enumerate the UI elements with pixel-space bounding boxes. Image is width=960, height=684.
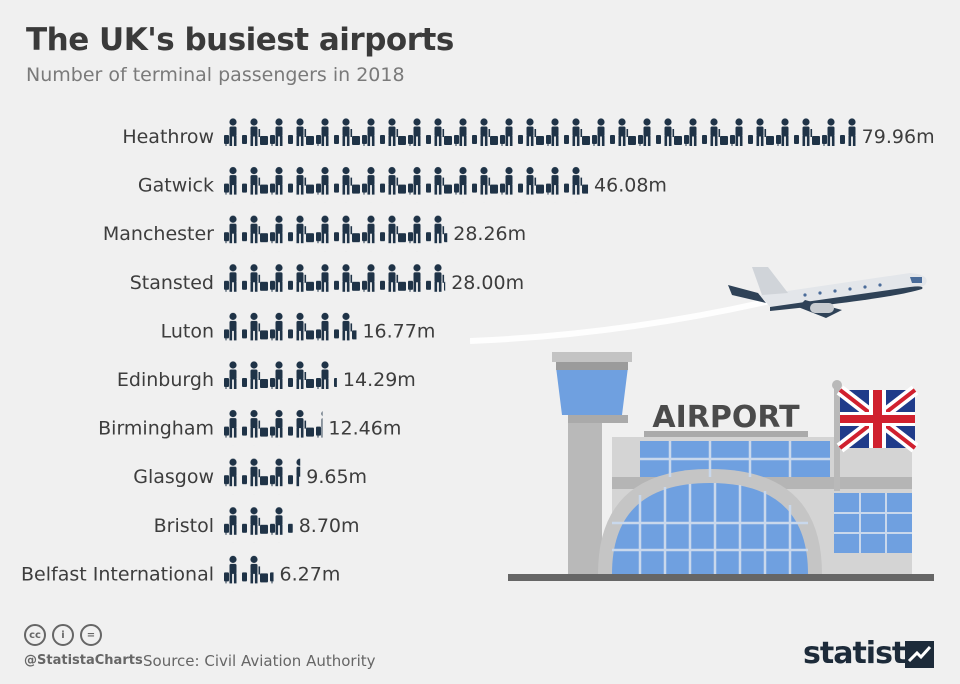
value-label: 9.65m <box>306 466 367 488</box>
category-label: Bristol <box>154 515 214 537</box>
bar-manchester <box>224 215 448 252</box>
bar-stansted <box>224 263 446 300</box>
bar-birmingham <box>224 409 323 446</box>
value-label: 79.96m <box>862 126 935 148</box>
license-icons: cc i = <box>24 624 102 646</box>
value-label: 8.70m <box>299 515 360 537</box>
bar-gatwick <box>224 166 589 203</box>
category-label: Edinburgh <box>117 369 214 391</box>
control-tower-icon <box>552 352 632 574</box>
value-label: 46.08m <box>594 175 667 197</box>
value-label: 14.29m <box>343 369 416 391</box>
airport-illustration: AIRPORT <box>470 267 934 581</box>
category-label: Gatwick <box>138 175 214 197</box>
statista-logo-icon <box>905 641 934 668</box>
category-labels: Heathrow Gatwick Manchester Stansted Luton Ed… <box>21 126 214 585</box>
chart-subtitle: Number of terminal passengers in 2018 <box>26 64 405 86</box>
category-label: Heathrow <box>122 126 214 148</box>
value-label: 28.00m <box>451 272 524 294</box>
value-labels: 79.96m 46.08m 28.26m 28.00m 16.77m 14.29m 12.4… <box>280 126 935 585</box>
bar-belfast-international <box>224 555 274 592</box>
bar-luton <box>224 312 357 349</box>
category-label: Glasgow <box>133 466 214 488</box>
flag-icon <box>832 380 919 491</box>
category-label: Luton <box>161 320 214 342</box>
airport-sign: AIRPORT <box>652 400 800 435</box>
no-derivatives-icon: = <box>80 624 102 646</box>
contrail <box>470 298 771 344</box>
bar-heathrow <box>224 118 856 154</box>
category-label: Manchester <box>103 223 214 245</box>
value-label: 16.77m <box>362 320 435 342</box>
category-label: Belfast International <box>21 563 214 585</box>
chart-title: The UK's busiest airports <box>26 22 454 58</box>
attribution-icon: i <box>52 624 74 646</box>
bar-edinburgh <box>224 361 337 397</box>
bars-group <box>224 118 856 592</box>
category-label: Birmingham <box>98 418 214 440</box>
airport-terminal-icon: AIRPORT <box>598 400 912 574</box>
bar-glasgow <box>224 458 301 495</box>
footer-handle: @StatistaCharts <box>24 653 143 668</box>
bar-bristol <box>224 506 293 543</box>
value-label: 6.27m <box>280 563 341 585</box>
value-label: 12.46m <box>328 418 401 440</box>
value-label: 28.26m <box>453 223 526 245</box>
category-label: Stansted <box>130 272 214 294</box>
ground <box>508 574 934 581</box>
footer-source: Source: Civil Aviation Authority <box>143 652 376 670</box>
airplane-icon <box>728 267 927 318</box>
creative-commons-icon: cc <box>24 624 46 646</box>
